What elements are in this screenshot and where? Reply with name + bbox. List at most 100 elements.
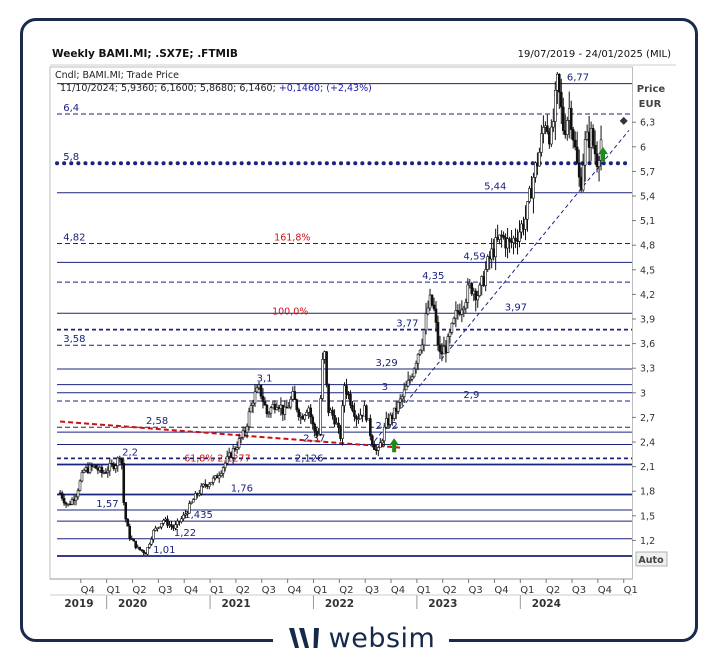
candle-body [116,457,120,467]
candle-body [82,469,86,473]
fib-label: 100,0% [272,306,308,317]
y-tick-label: 4,2 [640,290,655,301]
candle-body [542,127,545,134]
candle-body [176,520,179,525]
x-quarter-label: Q4 [391,585,405,596]
x-year-label: 2021 [221,598,250,610]
chart-panel: Weekly BAMI.MI; .SX7E; .FTMIB 19/07/2019 … [47,37,679,613]
candle-body [160,523,163,528]
candle-body [184,513,187,516]
y-tick-label: 3 [640,388,646,399]
candle-body [424,313,428,331]
candle-body [309,407,312,418]
candle-body [128,525,132,539]
candle-body [60,492,64,499]
candle-body [412,368,416,378]
candle-body [484,269,488,286]
x-quarter-label: Q3 [158,585,172,596]
candle-body [140,549,143,551]
candle-body [476,295,480,301]
candle-body [380,440,384,444]
candle-body [359,414,362,420]
candle-body [369,418,372,437]
level-label-1,435: 1,435 [184,510,213,521]
candle-body [146,547,149,555]
candle-body [261,395,265,402]
candle-body [106,470,110,474]
legend-change: +0,1460; (+2,43%) [279,83,372,94]
candle-body [349,393,352,406]
candle-body [239,437,243,439]
candle-body [297,409,301,418]
candle-body [518,231,521,242]
candle-body [502,235,505,238]
candle-body [416,353,420,364]
candle-body [552,121,555,128]
candle-body [341,405,344,439]
candle-body [273,404,277,411]
candle-body [464,302,468,309]
candle-body [132,538,135,542]
candle-body [221,467,225,474]
candle-body [436,322,440,346]
candle-body [120,458,124,464]
level-label-6,77: 6,77 [567,73,589,84]
candle-body [450,323,454,333]
level-label-4,35: 4,35 [422,271,444,282]
candle-body [569,107,573,130]
candle-body [573,139,577,148]
y-tick-label: 5,7 [640,167,655,178]
x-quarter-label: Q2 [132,585,146,596]
candle-body [245,426,249,433]
level-label-3,58: 3,58 [63,334,85,345]
candle-body [426,307,430,314]
candle-body [408,378,412,381]
candle-body [343,385,346,406]
x-quarter-label: Q4 [598,585,612,596]
candle-body [538,152,541,167]
price-axis-label: Price [637,84,666,95]
candle-body [378,442,382,448]
candle-body [506,238,509,249]
legend-values: 11/10/2024; 5,9360; 6,1600; 5,8680; 6,14… [60,83,372,94]
candle-body [170,524,173,527]
buy-arrow-icon [389,438,400,453]
y-tick-label: 3,6 [640,339,655,350]
y-tick-label: 6 [640,142,646,153]
level-label-3,1: 3,1 [257,374,273,385]
y-tick-label: 3,9 [640,315,655,326]
x-quarter-label: Q3 [262,585,276,596]
candle-body [466,284,470,303]
price-chart[interactable]: Weekly BAMI.MI; .SX7E; .FTMIB 19/07/2019 … [47,37,679,613]
candle-body [392,407,396,419]
y-tick-label: 5,4 [640,192,655,203]
candle-body [203,483,207,486]
candle-body [420,344,424,351]
candle-body [404,385,408,391]
x-quarter-label: Q1 [107,585,121,596]
candle-body [557,73,561,93]
x-quarter-label: Q4 [184,585,198,596]
last-price-marker-icon [619,116,628,125]
level-label-6,4: 6,4 [63,103,79,114]
candle-body [198,493,201,496]
candle-body [462,307,466,311]
candle-body [142,550,145,554]
candle-body [526,201,529,220]
candle-body [478,284,482,296]
candle-body [565,120,569,135]
x-quarter-label: Q2 [546,585,560,596]
candle-body [460,309,464,315]
candle-body [70,499,74,505]
x-quarter-label: Q1 [520,585,534,596]
candle-body [108,463,112,472]
x-quarter-label: Q2 [339,585,353,596]
level-label-3,97: 3,97 [505,302,527,313]
candle-body [166,518,169,526]
candle-body [289,398,293,408]
candle-body [305,411,309,416]
candle-body [100,466,104,473]
candle-body [158,526,161,529]
candle-body [337,422,340,428]
level-label-3,29: 3,29 [376,358,398,369]
